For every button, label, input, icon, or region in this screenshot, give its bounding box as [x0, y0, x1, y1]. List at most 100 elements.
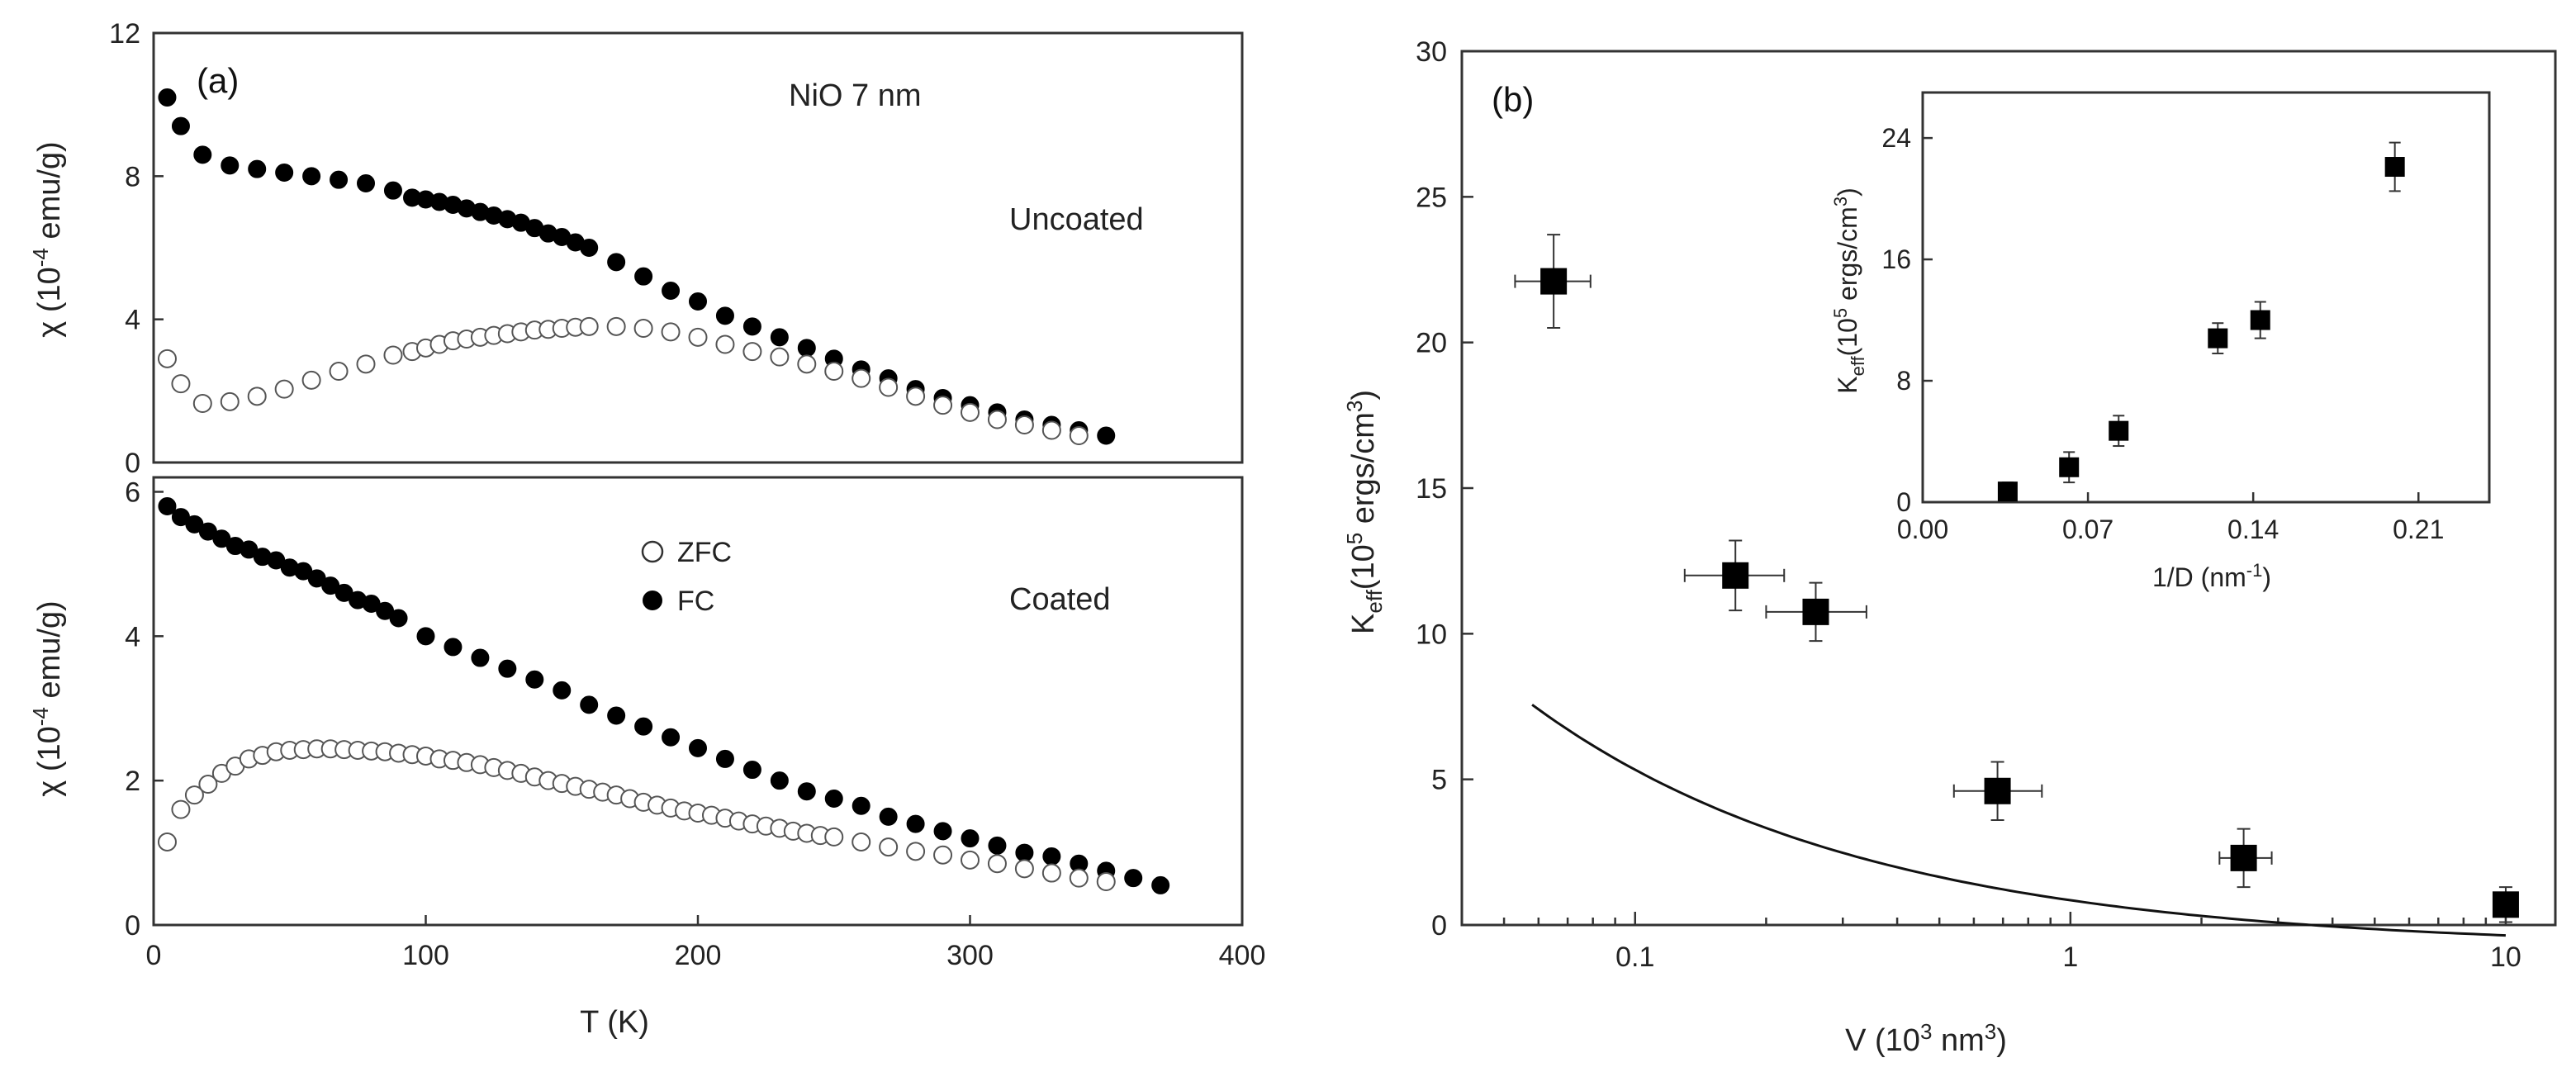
y-tick-label: 10 — [1416, 619, 1447, 650]
ylabel-sub: eff — [1362, 589, 1387, 613]
zfc-point — [987, 410, 1007, 429]
xlabel-sup2: 3 — [1985, 1019, 1996, 1044]
fc-point — [715, 306, 734, 325]
xlabel-sup: 3 — [1920, 1019, 1932, 1044]
inset-data-point — [2208, 328, 2228, 349]
ylabel-post: ergs/cm — [1346, 412, 1381, 533]
zfc-point — [247, 387, 267, 406]
inset-ylabel-sup: 5 — [1830, 308, 1851, 318]
sample-annotation: NiO 7 nm — [789, 78, 921, 113]
x-tick-label: 10 — [2490, 942, 2521, 973]
inset-xlabel-pre: 1/D (nm — [2152, 562, 2246, 592]
y-tick-label: 20 — [1416, 328, 1447, 359]
fc-point — [879, 807, 898, 826]
fc-point — [1151, 875, 1170, 894]
uncoated-label: Uncoated — [1009, 202, 1144, 237]
inset-x-tick-label: 0.21 — [2393, 515, 2444, 544]
legend-fc-label: FC — [677, 586, 714, 617]
y-tick-label: 25 — [1416, 182, 1447, 213]
y-tick-label: 0 — [125, 448, 140, 479]
inset-x-tick-label: 0.00 — [1897, 515, 1948, 544]
y-tick-label: 30 — [1416, 36, 1447, 68]
ylabel-pre: χ (10 — [32, 267, 67, 337]
panel-b-x-axis-label: V (103 nm3) — [1845, 1019, 2007, 1058]
inset-y-axis-label: Keff(105 ergs/cm3) — [1830, 187, 1868, 394]
zfc-point — [1069, 868, 1089, 888]
plot-frame — [152, 31, 1244, 464]
y-tick-label: 5 — [1431, 765, 1447, 796]
fc-point — [383, 181, 402, 200]
zfc-point — [688, 327, 708, 347]
fc-point — [634, 267, 653, 286]
y-tick-label: 15 — [1416, 473, 1447, 505]
x-tick-label: 400 — [1219, 940, 1266, 971]
fc-point — [302, 167, 321, 186]
fit-curve — [1531, 704, 2506, 937]
zfc-point — [356, 354, 376, 374]
inset-ylabel-sup2: 3 — [1830, 197, 1851, 206]
inset-y-tick-label: 16 — [1881, 244, 1911, 274]
inset-data-point — [2384, 157, 2405, 178]
legend-fc-marker — [643, 591, 662, 610]
panel-a-bottom: 0 2 4 6 0 100 200 300 400 Coated ZFC FC χ (10-4 … — [28, 476, 1266, 1040]
fc-point — [906, 814, 925, 833]
inset-data-point — [1997, 481, 2018, 502]
inset-ylabel-end: ) — [1833, 187, 1862, 197]
fc-point — [1124, 869, 1143, 888]
fc-point — [158, 496, 177, 515]
inset-y-tick-label: 8 — [1896, 366, 1911, 396]
zfc-point — [157, 832, 177, 851]
xlabel-post: nm — [1932, 1023, 1984, 1058]
zfc-point — [329, 362, 349, 381]
panel-a-x-axis-label: T (K) — [580, 1005, 649, 1040]
fc-point — [275, 164, 294, 182]
ylabel-sup2: 3 — [1342, 401, 1367, 412]
coated-label: Coated — [1009, 582, 1111, 617]
inset-y-tick-label: 24 — [1881, 123, 1911, 153]
zfc-point — [606, 316, 626, 336]
ylabel-end: ) — [1346, 390, 1381, 401]
zfc-point — [1096, 872, 1116, 892]
zfc-point — [906, 387, 926, 406]
inset: 0 8 16 24 0.00 0.07 0.14 0.21 Keff(105 ergs/cm3… — [1830, 83, 2491, 592]
zfc-point — [1041, 420, 1061, 440]
fc-point — [988, 836, 1007, 855]
panel-a-top: 0 4 8 12 (a) NiO 7 nm Uncoated χ (10-4 emu/… — [28, 18, 1244, 479]
inset-frame — [1921, 91, 2491, 504]
fc-point — [797, 782, 816, 801]
fc-point — [525, 670, 544, 689]
fc-point — [770, 328, 789, 347]
panel-a-bottom-y-axis-label: χ (10-4 emu/g) — [28, 600, 67, 796]
fc-point — [1097, 426, 1116, 445]
inset-xlabel-sup: -1 — [2246, 560, 2263, 581]
zfc-point — [715, 334, 735, 354]
data-point — [2230, 844, 2257, 871]
y-tick-label: 4 — [125, 621, 140, 652]
zfc-point — [274, 379, 294, 399]
inset-ylabel-k: K — [1833, 376, 1862, 393]
x-tick-label: 1 — [2062, 942, 2078, 973]
inset-y-tick-label: 0 — [1896, 487, 1911, 517]
panel-a-bottom-plot-area: 0 2 4 6 0 100 200 300 400 — [125, 476, 1266, 971]
zfc-point — [987, 854, 1007, 874]
zfc-point — [961, 850, 980, 870]
legend: ZFC FC — [641, 537, 732, 617]
inset-ylabel-sub: eff — [1848, 355, 1868, 376]
y-tick-label: 8 — [125, 161, 140, 192]
fc-point — [607, 706, 626, 725]
fc-point — [416, 627, 435, 646]
inset-data-point — [2059, 457, 2080, 477]
data-point — [1802, 598, 1829, 625]
inset-x-tick-label: 0.14 — [2227, 515, 2279, 544]
x-tick-label: 100 — [402, 940, 449, 971]
fc-point — [1015, 843, 1034, 862]
zfc-point — [1069, 426, 1089, 445]
data-point — [1540, 268, 1568, 295]
fc-point — [742, 761, 761, 780]
legend-zfc-marker — [641, 540, 664, 563]
fc-point — [824, 790, 843, 809]
fc-point — [580, 695, 599, 714]
fc-point — [471, 648, 490, 667]
